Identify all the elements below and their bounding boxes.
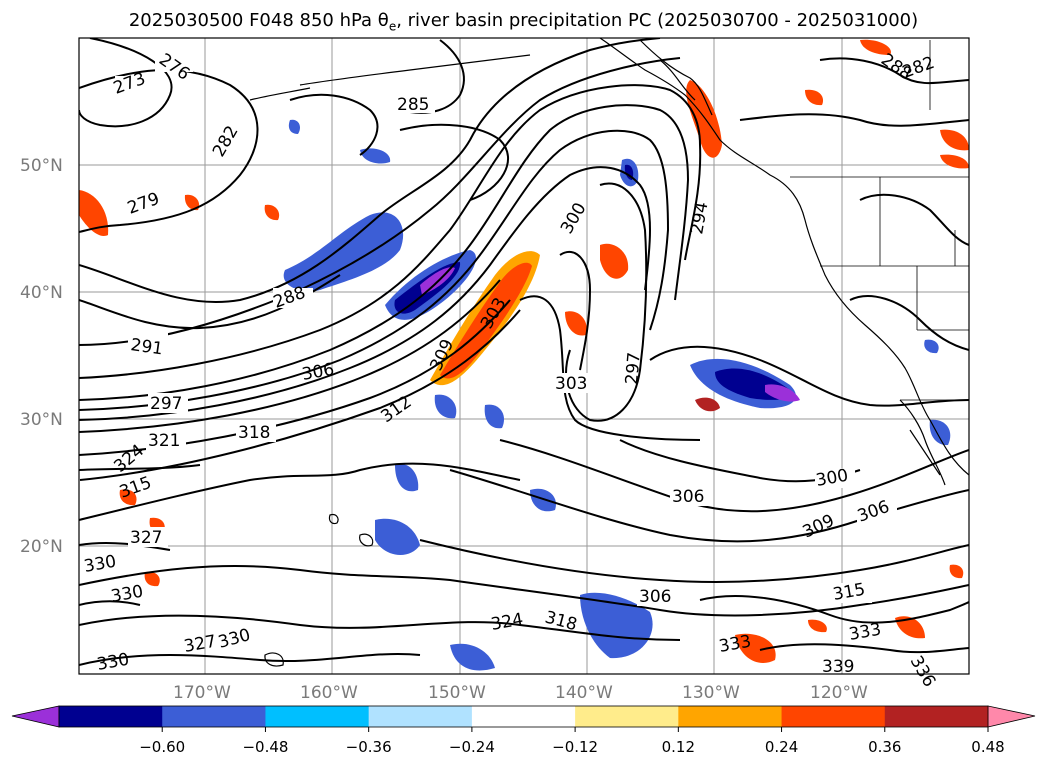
colorbar-tick-label: 0.36 bbox=[868, 738, 901, 756]
contour-label: 291 bbox=[129, 335, 164, 359]
colorbar-tick-label: 0.48 bbox=[971, 738, 1004, 756]
lat-label: 30°N bbox=[20, 410, 63, 430]
lon-label: 140°W bbox=[555, 683, 613, 703]
contour-label: 285 bbox=[397, 95, 429, 115]
colorbar-extend-max bbox=[987, 705, 1036, 728]
contour-label: 306 bbox=[639, 587, 671, 607]
longitude-labels: 170°W 160°W 150°W 140°W 130°W 120°W bbox=[173, 683, 868, 703]
lat-label: 50°N bbox=[20, 156, 63, 176]
contour-label: 297 bbox=[150, 394, 182, 414]
colorbar-tick-label: −0.36 bbox=[346, 738, 392, 756]
lon-label: 160°W bbox=[300, 683, 358, 703]
colorbar-extend-min bbox=[11, 705, 60, 728]
lat-label: 40°N bbox=[20, 283, 63, 303]
precipitation-shading bbox=[79, 39, 969, 671]
theta-e-contours bbox=[79, 38, 969, 666]
colorbar-tick-label: 0.12 bbox=[662, 738, 695, 756]
colorbar-segment bbox=[368, 706, 473, 727]
colorbar-segment bbox=[575, 706, 679, 727]
colorbar-segment bbox=[884, 706, 989, 727]
colorbar-tick-label: −0.48 bbox=[242, 738, 288, 756]
coastlines bbox=[249, 38, 969, 667]
borders bbox=[790, 40, 969, 401]
colorbar-segment bbox=[781, 706, 886, 727]
lon-label: 170°W bbox=[173, 683, 231, 703]
colorbar-segment bbox=[59, 706, 163, 727]
colorbar-segment bbox=[265, 706, 370, 727]
lon-label: 150°W bbox=[428, 683, 486, 703]
contour-label: 306 bbox=[672, 487, 704, 507]
contour-label: 303 bbox=[555, 374, 587, 394]
map-title: 2025030500 F048 850 hPa θe, river basin … bbox=[128, 10, 919, 34]
contour-label: 339 bbox=[822, 657, 854, 677]
colorbar-segment bbox=[162, 706, 266, 727]
contour-label: 318 bbox=[238, 423, 270, 443]
map-area bbox=[79, 38, 969, 674]
colorbar-tick-label: −0.60 bbox=[139, 738, 185, 756]
colorbar-segment bbox=[678, 706, 783, 727]
latitude-labels: 50°N 40°N 30°N 20°N bbox=[20, 156, 63, 557]
colorbar-segment bbox=[471, 706, 576, 727]
colorbar-tick-label: −0.24 bbox=[449, 738, 495, 756]
contour-label: 297 bbox=[622, 351, 645, 385]
lat-label: 20°N bbox=[20, 537, 63, 557]
colorbar: −0.60 −0.48 −0.36 −0.24 −0.12 0.12 0.24 0.36 0.4… bbox=[11, 705, 1036, 756]
lon-label: 120°W bbox=[810, 683, 868, 703]
contour-label: 321 bbox=[148, 431, 180, 451]
lon-label: 130°W bbox=[682, 683, 740, 703]
colorbar-tick-label: −0.12 bbox=[552, 738, 598, 756]
colorbar-tick-label: 0.24 bbox=[765, 738, 798, 756]
contour-label: 327 bbox=[130, 528, 162, 548]
map-frame bbox=[78, 37, 970, 675]
